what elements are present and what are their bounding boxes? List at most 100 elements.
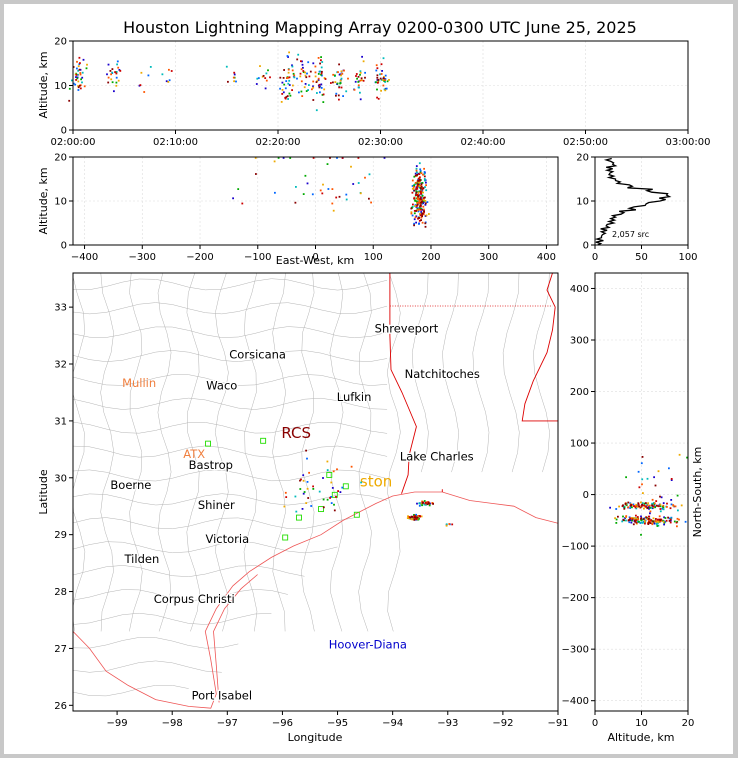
source-point [640,519,643,522]
source-point [116,63,118,66]
source-point [304,174,307,177]
source-point [232,76,235,79]
ew-tick-label: −300 [129,252,156,263]
lat-tick-label: 26 [54,701,67,712]
source-point [645,505,647,508]
source-point [669,518,672,521]
source-point [656,525,659,527]
source-point [425,184,427,187]
source-point [416,203,419,206]
source-point [668,467,670,470]
time-tick-label: 02:00:00 [51,137,96,148]
lat-tick-label: 28 [54,587,67,598]
eastwest-altitude-grid [73,156,558,246]
ew-tick-label: 300 [479,252,498,263]
source-point [335,92,338,95]
source-point [284,87,287,90]
source-point [417,183,420,186]
source-point [411,516,413,518]
source-point [421,202,423,205]
source-point [421,195,424,197]
source-point [651,504,654,507]
source-point [359,91,361,94]
ns-tick-label: 0 [583,490,589,501]
source-point [345,198,348,201]
source-point [377,78,380,81]
source-point [652,521,655,524]
county-line [358,273,372,632]
source-point [647,502,649,505]
source-point [409,516,412,519]
source-point [424,202,427,205]
county-line [73,469,388,482]
source-point [384,81,386,83]
source-point [408,517,411,520]
source-point [359,70,362,73]
source-point [646,518,649,520]
source-point [660,496,663,499]
city-label: Shreveport [375,322,439,336]
source-point [340,77,343,80]
source-point [417,217,419,220]
source-point [625,519,627,522]
source-point [312,488,315,490]
source-point [662,508,665,511]
ns-tick-label: −200 [562,593,589,604]
city-label: Lufkin [337,390,372,404]
ns-tick-label: −400 [562,696,589,707]
lon-tick-label: −99 [107,718,128,729]
source-point [419,190,421,193]
source-point [68,99,71,102]
source-point [414,172,417,175]
source-point [415,194,417,196]
source-point [667,516,669,519]
source-point [636,520,639,522]
source-point [423,500,426,502]
source-point [417,210,420,213]
city-label: Shiner [198,498,235,512]
source-point [337,94,340,97]
source-point [76,67,78,70]
source-point [279,76,282,79]
ns-tick-label: 300 [570,335,589,346]
source-point [428,504,431,507]
source-point [638,520,640,523]
source-point [119,70,122,72]
source-point [323,88,326,91]
source-point [317,57,320,59]
lat-tick-label: 31 [54,416,67,427]
source-point [422,202,425,205]
source-point [115,76,118,79]
source-point [261,75,264,78]
source-point [321,61,324,63]
source-point [78,63,81,66]
source-point [653,502,656,505]
source-point [319,85,322,88]
source-point [74,83,77,86]
source-point [419,502,422,505]
source-point [677,509,679,512]
padre-island [213,574,258,703]
lon-tick-label: −95 [327,718,348,729]
source-point [338,98,340,101]
source-point [335,94,337,97]
lma-site-marker [205,440,211,447]
source-point [640,515,642,518]
source-point [641,522,644,524]
source-point [77,73,79,76]
source-point [83,85,86,88]
time-tick-label: 02:30:00 [358,137,403,148]
source-point [233,80,235,83]
source-point [319,189,322,192]
source-point [634,506,637,509]
county-line [272,273,286,632]
source-point [418,185,420,187]
source-point [370,201,372,204]
source-point [306,182,309,185]
source-point [451,523,454,526]
source-point [106,73,108,76]
source-point [617,515,619,518]
county-line [73,275,86,632]
city-label: Boerne [110,478,151,492]
source-point [672,504,675,506]
